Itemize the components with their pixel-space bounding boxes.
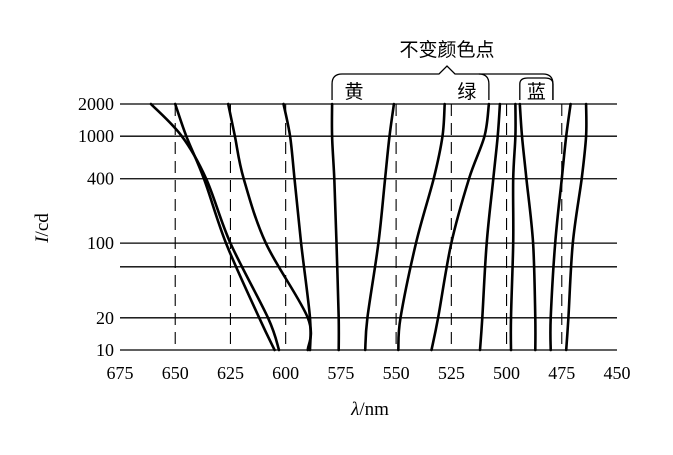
annotation-title: 不变颜色点 (399, 39, 494, 61)
label-layer: 10 20 100 400 1000 2000 675 650 625 600 575 550 525 5… (78, 94, 631, 383)
y-tick-label: 20 (96, 308, 114, 328)
series-line (564, 102, 588, 352)
curve-layer (149, 102, 588, 352)
series-line (363, 102, 396, 352)
x-tick-label: 575 (327, 363, 354, 383)
x-tick-label: 675 (107, 363, 134, 383)
x-axis-unit: /nm (359, 399, 389, 420)
series-line (478, 102, 502, 352)
series-line (430, 102, 491, 352)
x-tick-label: 450 (604, 363, 631, 383)
x-tick-label: 600 (272, 363, 299, 383)
series-line (173, 102, 276, 352)
x-axis-symbol: λ (350, 399, 359, 420)
x-axis-label: λ/nm (350, 399, 389, 420)
annotation-brackets: 黄绿蓝 (331, 65, 554, 103)
annotation-group-label: 蓝 (527, 81, 546, 103)
annotation-divider (478, 73, 490, 100)
series-line (149, 102, 281, 352)
series-line (518, 102, 537, 352)
series-line (330, 102, 341, 352)
y-axis-unit: /cd (32, 213, 53, 237)
annotation-blue-brace (519, 77, 554, 100)
y-axis-symbol: I (32, 235, 53, 244)
x-tick-label: 625 (217, 363, 244, 383)
series-line (226, 102, 313, 352)
y-tick-label: 10 (96, 340, 114, 360)
series-line (397, 102, 446, 352)
series-line (509, 102, 517, 352)
y-tick-label: 1000 (78, 126, 114, 146)
y-tick-label: 400 (87, 169, 114, 189)
annotation-group-label: 绿 (457, 81, 476, 103)
x-tick-label: 550 (383, 363, 410, 383)
y-axis-label: I/cd (32, 213, 53, 244)
series-line (549, 102, 572, 352)
x-tick-label: 475 (548, 363, 575, 383)
y-tick-label: 2000 (78, 94, 114, 114)
x-tick-label: 525 (438, 363, 465, 383)
series-line (282, 102, 312, 352)
x-tick-label: 650 (162, 363, 189, 383)
annotation-brace (331, 65, 554, 100)
y-tick-label: 100 (87, 233, 114, 253)
annotation-group-label: 黄 (345, 81, 364, 103)
x-tick-label: 500 (493, 363, 520, 383)
